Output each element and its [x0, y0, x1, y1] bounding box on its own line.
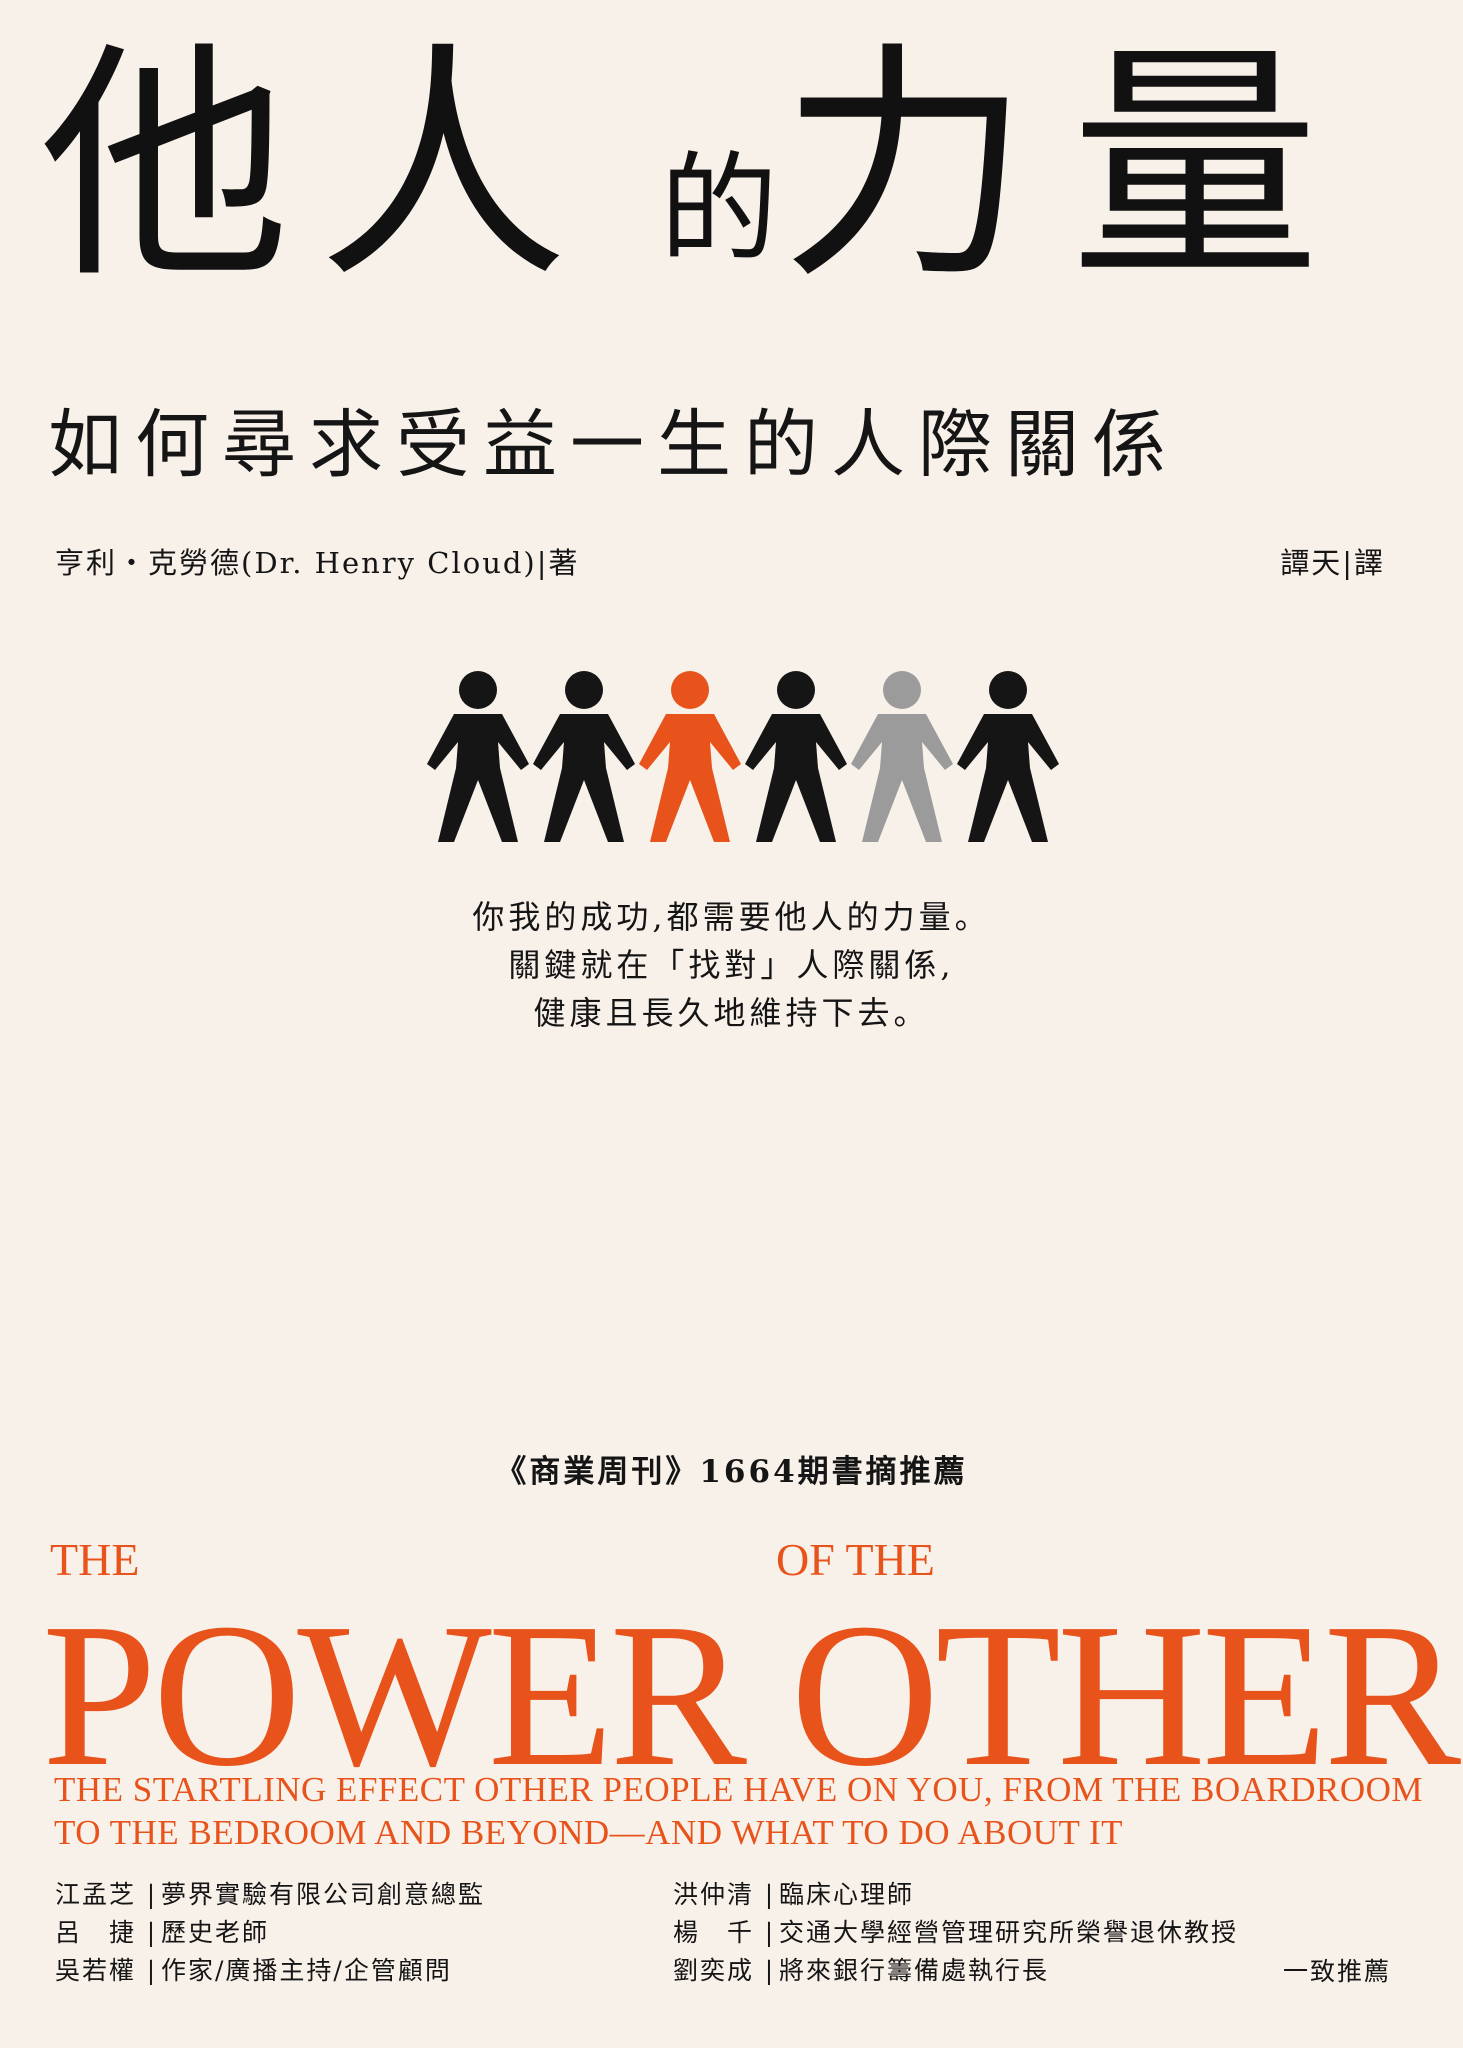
author-credit: 亨利・克勞德(Dr. Henry Cloud)|著 — [55, 546, 580, 580]
endorsers-right: 洪仲清 | 臨床心理師 楊 千 | 交通大學經營管理研究所榮譽退休教授 劉奕成 | 將來銀行… — [673, 1876, 1238, 1990]
blurb-line-1: 你我的成功,都需要他人的力量。 — [472, 898, 991, 936]
endorser-row: 楊 千 | 交通大學經營管理研究所榮譽退休教授 — [673, 1914, 1238, 1952]
recommendation-note: 《商業周刊》1664期書摘推薦 — [495, 1454, 968, 1490]
subtitle: 如何尋求受益一生的人際關係 — [48, 402, 1179, 488]
endorser-row: 吳若權 | 作家/廣播主持/企管顧問 — [55, 1952, 485, 1990]
person-figure — [427, 671, 529, 842]
endorser-row: 洪仲清 | 臨床心理師 — [673, 1876, 1238, 1914]
endorser-row: 呂 捷 | 歷史老師 — [55, 1914, 485, 1952]
endorser-name: 楊 千 — [673, 1918, 755, 1947]
endorser-name: 呂 捷 — [55, 1918, 137, 1947]
endorser-title: 作家/廣播主持/企管顧問 — [161, 1956, 452, 1985]
endorsers-left: 江孟芝 | 夢界實驗有限公司創意總監 呂 捷 | 歷史老師 吳若權 | 作家/廣播主持/企管… — [55, 1876, 485, 1990]
blurb-line-3: 健康且長久地維持下去。 — [533, 994, 930, 1032]
endorser-title: 將來銀行籌備處執行長 — [779, 1956, 1050, 1985]
person-figure — [957, 671, 1059, 842]
person-figure — [851, 671, 953, 842]
endorser-name: 江孟芝 — [55, 1880, 137, 1909]
endorser-row: 江孟芝 | 夢界實驗有限公司創意總監 — [55, 1876, 485, 1914]
english-subtitle-line-1: THE STARTLING EFFECT OTHER PEOPLE HAVE O… — [54, 1770, 1424, 1809]
people-chain-illustration — [427, 671, 1059, 842]
endorser-title: 歷史老師 — [161, 1918, 270, 1947]
title-char-1: 他 — [40, 21, 290, 312]
endorser-row: 劉奕成 | 將來銀行籌備處執行長 — [673, 1952, 1238, 1990]
title-char-5: 量 — [1070, 21, 1320, 312]
endorser-name: 劉奕成 — [673, 1956, 755, 1985]
person-figure — [533, 671, 635, 842]
person-figure — [639, 671, 741, 842]
blurb: 你我的成功,都需要他人的力量。 關鍵就在「找對」人際關係, 健康且長久地維持下去… — [0, 893, 1463, 1037]
endorser-name: 洪仲清 — [673, 1880, 755, 1909]
endorser-title: 臨床心理師 — [779, 1880, 915, 1909]
endorser-title: 交通大學經營管理研究所榮譽退休教授 — [779, 1918, 1239, 1947]
endorser-name: 吳若權 — [55, 1956, 137, 1985]
person-figure — [745, 671, 847, 842]
blurb-line-2: 關鍵就在「找對」人際關係, — [508, 946, 955, 984]
unanimous-recommendation: 一致推薦 — [1282, 1957, 1391, 1986]
title-char-2: 人 — [318, 21, 568, 312]
english-title-main: POWER OTHER — [42, 1580, 1461, 1809]
title-char-3: 的 — [660, 140, 779, 278]
english-title-of-the: OF THE — [776, 1534, 935, 1585]
title-char-4: 力 — [780, 21, 1030, 312]
translator-credit: 譚天|譯 — [1280, 546, 1385, 580]
english-title-the: THE — [50, 1534, 140, 1585]
english-subtitle-line-2: TO THE BEDROOM AND BEYOND—AND WHAT TO DO… — [54, 1813, 1124, 1852]
endorser-title: 夢界實驗有限公司創意總監 — [161, 1880, 486, 1909]
